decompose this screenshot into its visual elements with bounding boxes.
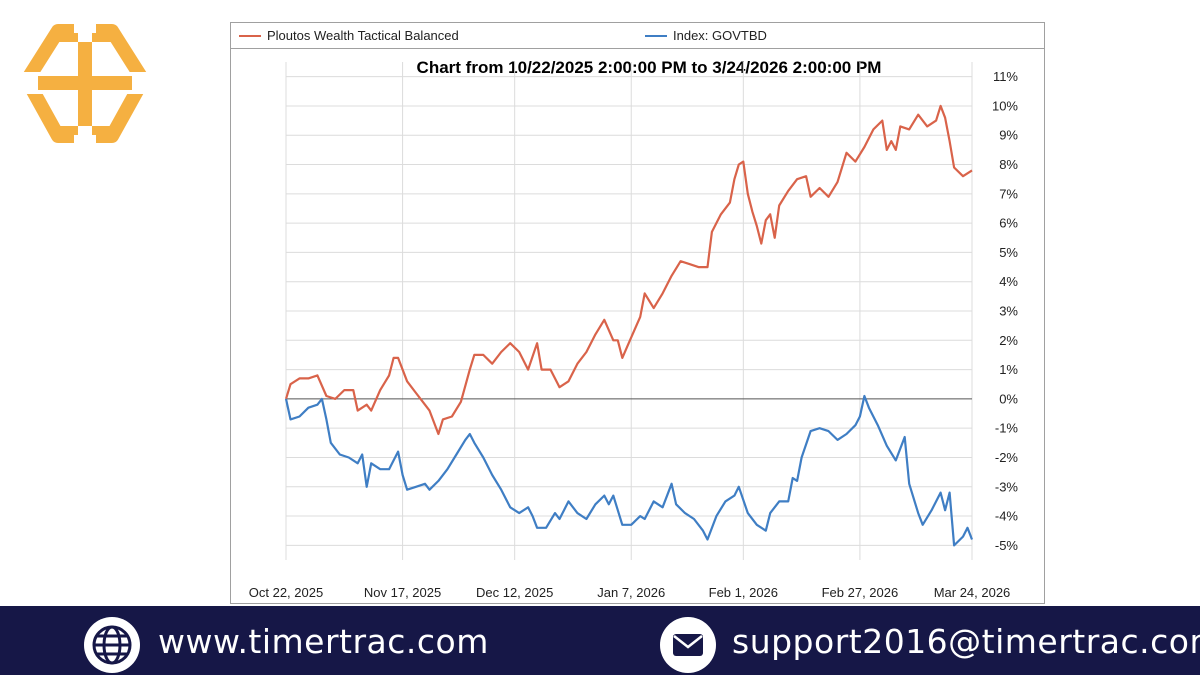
chart-frame: Ploutos Wealth Tactical Balanced Index: … <box>230 22 1045 604</box>
envelope-icon <box>660 617 716 673</box>
chart-title: Chart from 10/22/2025 2:00:00 PM to 3/24… <box>416 58 882 77</box>
legend-label-series-2: Index: GOVTBD <box>673 28 767 43</box>
cross-hex-logo-icon <box>18 20 152 150</box>
legend-label-series-1: Ploutos Wealth Tactical Balanced <box>267 28 459 43</box>
legend-swatch-series-1 <box>239 34 261 37</box>
globe-icon <box>84 617 140 673</box>
footer-banner: www.timertrac.com support2016@timertrac.… <box>0 606 1200 675</box>
legend-item-series-1: Ploutos Wealth Tactical Balanced <box>239 28 459 43</box>
email-link[interactable]: support2016@timertrac.com <box>732 622 1200 661</box>
website-link[interactable]: www.timertrac.com <box>158 622 489 661</box>
legend-item-series-2: Index: GOVTBD <box>645 28 767 43</box>
chart-legend: Ploutos Wealth Tactical Balanced Index: … <box>231 23 1044 49</box>
legend-swatch-series-2 <box>645 34 667 37</box>
